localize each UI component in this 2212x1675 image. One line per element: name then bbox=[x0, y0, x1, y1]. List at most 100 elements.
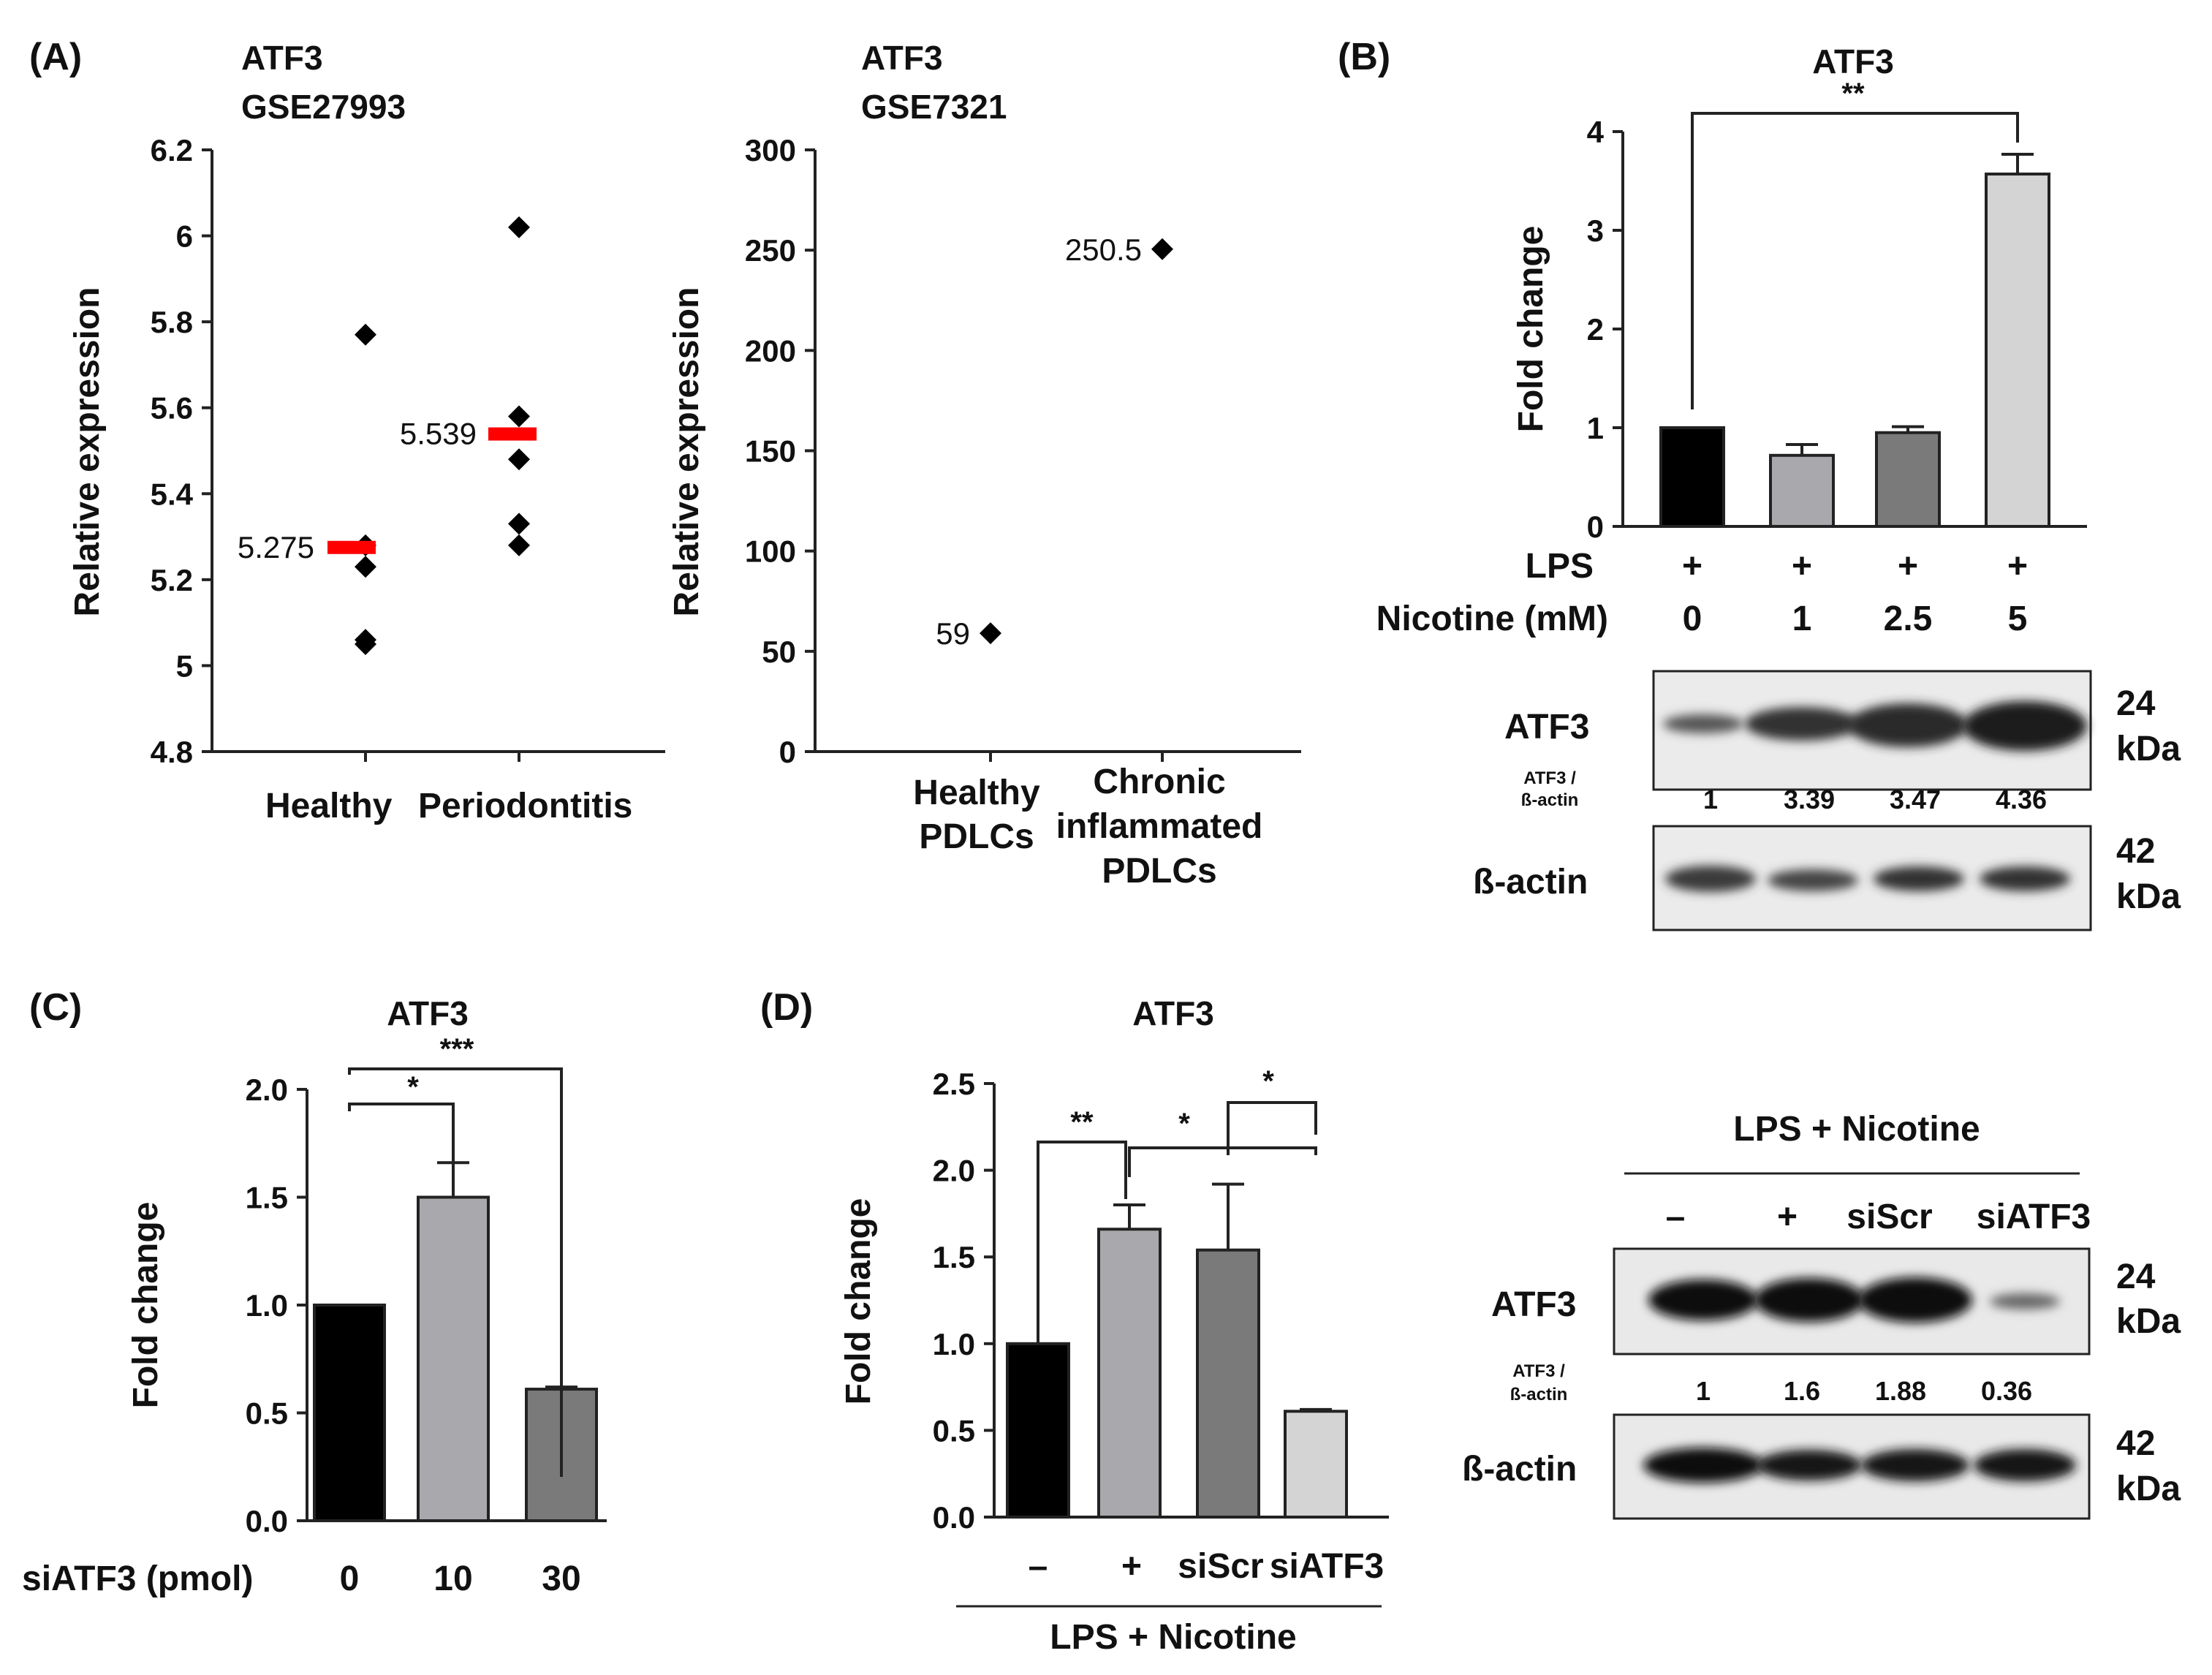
bar bbox=[417, 1195, 490, 1522]
significance-bracket bbox=[348, 1067, 563, 1477]
y-tick-label: 0.5 bbox=[246, 1396, 288, 1431]
panel-a-title-gene: ATF3 bbox=[241, 39, 323, 77]
band-atf3 bbox=[1990, 1293, 2060, 1309]
ratio-label-line1: ATF3 / bbox=[1523, 768, 1576, 788]
panel-d-title: ATF3 bbox=[1132, 994, 1214, 1032]
x-label-chronic: Chronic bbox=[1093, 763, 1225, 801]
ratio-label-line2: ß-actin bbox=[1521, 790, 1579, 810]
lps-sign: + bbox=[1898, 547, 1918, 586]
kda-unit: kDa bbox=[2116, 730, 2181, 768]
kda-unit: kDa bbox=[2116, 1302, 2181, 1341]
x-label-healthy: Healthy bbox=[265, 787, 393, 825]
significance-label: * bbox=[407, 1071, 419, 1103]
panel-c-title: ATF3 bbox=[387, 994, 469, 1032]
significance-label: * bbox=[1262, 1065, 1274, 1097]
kda-unit: kDa bbox=[2116, 1470, 2181, 1508]
y-tick-label: 0.0 bbox=[246, 1504, 288, 1538]
blot-label-atf3: ATF3 bbox=[1491, 1285, 1576, 1324]
kda-42: 42 bbox=[2116, 832, 2155, 871]
kda-unit: kDa bbox=[2116, 877, 2181, 916]
blot-header: LPS + Nicotine bbox=[1733, 1110, 1980, 1149]
y-tick-label: 2 bbox=[1587, 312, 1604, 347]
treatment-rows: +0 +1 +2.5 +5 bbox=[1682, 547, 2028, 638]
nicotine-dose: 2.5 bbox=[1884, 600, 1933, 638]
x-tick-label: siATF3 bbox=[1270, 1547, 1384, 1586]
significance-bracket bbox=[1227, 1101, 1317, 1155]
x-tick-label: – bbox=[1029, 1547, 1048, 1586]
panel-a-letter: (A) bbox=[29, 36, 82, 78]
panel-d: (D) ATF3 Fold change 2.52.01.51.00.50.0 … bbox=[760, 986, 2181, 1657]
data-point bbox=[508, 216, 530, 238]
x-tick-label: + bbox=[1121, 1547, 1142, 1586]
band-atf3 bbox=[1745, 707, 1859, 741]
group-label: LPS + Nicotine bbox=[1050, 1618, 1296, 1657]
mean-label-periodontitis: 5.539 bbox=[400, 417, 477, 451]
panel-b: (B) ATF3 Fold change 4 3 2 1 0 ** LPS Nicoti… bbox=[1338, 36, 2181, 931]
panel-b-letter: (B) bbox=[1338, 36, 1390, 78]
band-actin bbox=[1757, 1450, 1862, 1481]
ratio-label-line1: ATF3 / bbox=[1512, 1361, 1565, 1381]
kda-42: 42 bbox=[2116, 1424, 2155, 1463]
band-atf3 bbox=[1754, 1278, 1864, 1322]
data-point bbox=[355, 323, 376, 346]
y-tick-label: 250 bbox=[745, 233, 796, 268]
bars bbox=[1006, 1182, 1348, 1519]
band-actin bbox=[1768, 869, 1858, 891]
y-tick-label: 50 bbox=[762, 635, 796, 669]
bar bbox=[1006, 1342, 1070, 1519]
y-tick-label: 1 bbox=[1587, 411, 1604, 445]
significance-bracket bbox=[1691, 112, 2019, 409]
data-point bbox=[508, 448, 530, 471]
lps-sign: + bbox=[1682, 547, 1702, 586]
x-label-pdlcs: PDLCs bbox=[919, 817, 1034, 856]
bar bbox=[1875, 431, 1941, 528]
x-axis-label: siATF3 (pmol) bbox=[22, 1559, 253, 1598]
kda-24: 24 bbox=[2116, 684, 2156, 723]
y-tick-label: 6 bbox=[176, 219, 193, 254]
y-axis-label: Relative expression bbox=[68, 287, 107, 617]
blot-ratio: 3.47 bbox=[1890, 784, 1941, 814]
significance-label: *** bbox=[440, 1033, 474, 1065]
blot-ratio: 1 bbox=[1703, 784, 1718, 814]
x-tick-label: siScr bbox=[1178, 1547, 1263, 1586]
panel-c: (C) ATF3 Fold change 2.01.51.00.50.0 ***… bbox=[22, 986, 607, 1598]
y-tick-label: 100 bbox=[745, 534, 796, 569]
y-tick-label: 3 bbox=[1587, 213, 1604, 248]
x-tick-label: 30 bbox=[542, 1559, 580, 1598]
value-label-chronic: 250.5 bbox=[1065, 232, 1142, 267]
bar bbox=[313, 1304, 386, 1522]
data-point bbox=[508, 513, 530, 535]
lane-label: – bbox=[1666, 1198, 1686, 1236]
panel-a2-title-gene: ATF3 bbox=[861, 39, 943, 77]
y-tick-label: 1.0 bbox=[933, 1327, 975, 1361]
blot-ratios: 1 1.6 1.88 0.36 bbox=[1696, 1376, 2032, 1406]
y-tick-label: 5.8 bbox=[151, 305, 193, 339]
bar bbox=[1097, 1228, 1162, 1519]
significance-label: * bbox=[1178, 1108, 1190, 1140]
y-tick-label: 5.2 bbox=[151, 563, 193, 597]
band-atf3 bbox=[1648, 1279, 1758, 1320]
data-point bbox=[1151, 238, 1173, 260]
x-tick-label: 0 bbox=[340, 1559, 360, 1598]
x-label-inflammated: inflammated bbox=[1056, 807, 1263, 846]
data-point bbox=[355, 633, 376, 656]
nicotine-dose: 1 bbox=[1792, 600, 1812, 638]
y-ticks: 4 3 2 1 0 bbox=[1587, 115, 1623, 544]
x-label-pdlcs: PDLCs bbox=[1102, 852, 1216, 891]
lane-label: siScr bbox=[1847, 1198, 1932, 1236]
row-label-lps: LPS bbox=[1526, 547, 1594, 586]
lps-sign: + bbox=[2007, 547, 2028, 586]
bars bbox=[1659, 153, 2050, 529]
band-actin bbox=[1665, 866, 1756, 892]
y-tick-label: 300 bbox=[745, 133, 796, 167]
panel-b-title: ATF3 bbox=[1812, 42, 1894, 80]
bar bbox=[1196, 1248, 1260, 1519]
significance-label: ** bbox=[1070, 1106, 1094, 1138]
y-ticks: 2.0 1.5 1.0 0.5 0.0 bbox=[246, 1073, 307, 1538]
blot-ratio: 1 bbox=[1696, 1376, 1711, 1406]
kda-24: 24 bbox=[2116, 1258, 2156, 1296]
significance-label: ** bbox=[1841, 77, 1865, 110]
blot-ratio: 1.6 bbox=[1784, 1376, 1820, 1406]
x-label-periodontitis: Periodontitis bbox=[418, 787, 632, 825]
